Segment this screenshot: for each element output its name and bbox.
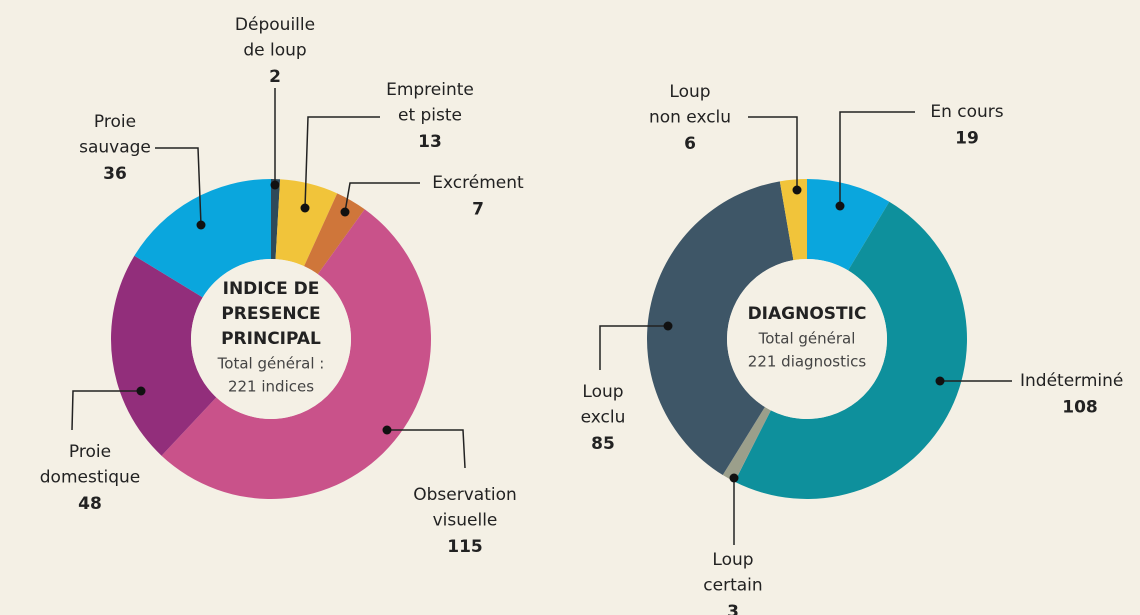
center-subtitle: Total général [758,330,856,348]
leader-line [599,325,668,370]
value-label: 19 [955,129,979,149]
donut-segment [807,179,890,271]
donut-hole [727,259,887,419]
category-label: Loup [669,82,710,102]
value-label: 115 [447,537,483,557]
value-label: 85 [591,434,615,454]
category-label: de loup [243,41,306,61]
value-label: 7 [472,200,484,220]
category-label: Proie [69,442,111,462]
leader-dot [935,376,945,386]
category-label: Indéterminé [1020,371,1123,391]
center-title: PRINCIPAL [221,329,321,349]
value-label: 108 [1062,398,1098,418]
category-label: Proie [94,112,136,132]
value-label: 2 [269,67,281,87]
category-label: sauvage [79,138,151,158]
category-label: exclu [581,408,626,428]
leader-line [304,116,380,209]
value-label: 6 [684,134,696,154]
donut-segment [734,201,968,500]
leader-dot [340,207,350,217]
donut-segment [304,193,365,275]
center-subtitle: Total général : [217,355,325,373]
value-label: 13 [418,132,442,152]
leader-dot [792,185,802,195]
leader-dot [835,201,845,211]
category-label: Dépouille [235,15,315,35]
leader-line [387,429,466,469]
center-subtitle: 221 diagnostics [748,353,867,371]
category-label: non exclu [649,108,731,128]
category-label: Empreinte [386,80,474,100]
center-title: INDICE DE [223,279,320,299]
category-label: Loup [712,550,753,570]
leader-line [344,182,420,213]
value-label: 3 [727,602,739,615]
category-label: domestique [40,468,140,488]
donut-segment [275,179,338,267]
category-label: et piste [398,106,462,126]
value-label: 48 [78,494,102,514]
leader-dot [196,220,206,230]
donut-segment [110,255,217,456]
category-label: En cours [930,102,1003,122]
leader-dot [300,203,310,213]
donut-segment [161,209,432,500]
leader-line [155,147,202,226]
leader-dot [729,473,739,483]
leader-dot [663,321,673,331]
category-label: visuelle [433,511,498,531]
donut-segment [779,179,807,261]
leader-line [839,111,915,206]
center-title: PRESENCE [221,304,320,324]
donut-segment [271,179,281,260]
leader-dot [136,386,146,396]
donut-hole [191,259,351,419]
leader-dot [270,180,280,190]
category-label: Excrément [432,173,524,193]
donut-segment [722,407,771,482]
category-label: Loup [582,382,623,402]
center-subtitle: 221 indices [228,378,314,396]
leader-line [71,390,141,431]
value-label: 36 [103,164,127,184]
donut-segment [647,181,794,476]
leader-dot [382,425,392,435]
category-label: certain [703,576,762,596]
donut-segment [134,179,271,298]
category-label: Observation [413,485,517,505]
leader-line [748,116,798,190]
center-title: DIAGNOSTIC [748,304,867,324]
